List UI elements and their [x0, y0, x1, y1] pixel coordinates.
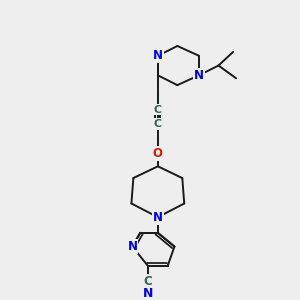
Text: N: N: [194, 69, 204, 82]
Text: C: C: [144, 275, 152, 288]
Text: C: C: [154, 105, 162, 115]
Text: N: N: [153, 211, 163, 224]
Text: N: N: [153, 49, 163, 62]
Text: O: O: [153, 147, 163, 160]
Text: N: N: [143, 287, 153, 300]
Text: N: N: [128, 240, 137, 253]
Text: C: C: [154, 119, 162, 129]
